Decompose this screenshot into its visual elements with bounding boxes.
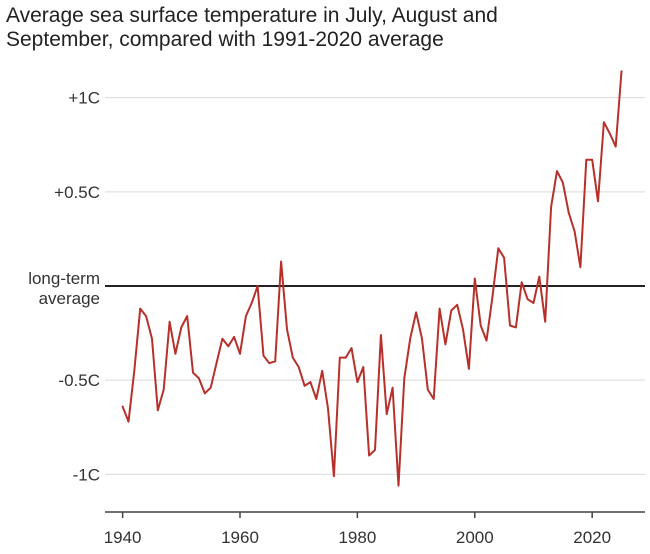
chart-title-line-2: September, compared with 1991-2020 avera… bbox=[6, 28, 444, 51]
chart-title-line-1: Average sea surface temperature in July,… bbox=[6, 4, 498, 27]
series-group bbox=[121, 70, 623, 487]
x-tick-label: 1940 bbox=[104, 528, 142, 547]
x-axis: 1940 1960 1980 2000 2020 bbox=[104, 511, 645, 547]
x-tick-label: 1980 bbox=[338, 528, 376, 547]
y-axis: +1C +0.5C -0.5C -1C bbox=[54, 89, 100, 485]
chart-title: Average sea surface temperature in July,… bbox=[6, 4, 646, 52]
y-tick-label: -0.5C bbox=[58, 371, 100, 390]
y-tick-label: +0.5C bbox=[54, 183, 100, 202]
baseline-label-line: average bbox=[39, 289, 100, 308]
y-tick-label: -1C bbox=[73, 465, 100, 484]
x-tick-label: 2020 bbox=[573, 528, 611, 547]
gridlines bbox=[105, 97, 645, 475]
baseline-label-line: long-term bbox=[28, 269, 100, 288]
x-tick-label: 2000 bbox=[456, 528, 494, 547]
series-line bbox=[121, 70, 623, 487]
x-tick-label: 1960 bbox=[221, 528, 259, 547]
y-tick-label: +1C bbox=[68, 89, 100, 108]
